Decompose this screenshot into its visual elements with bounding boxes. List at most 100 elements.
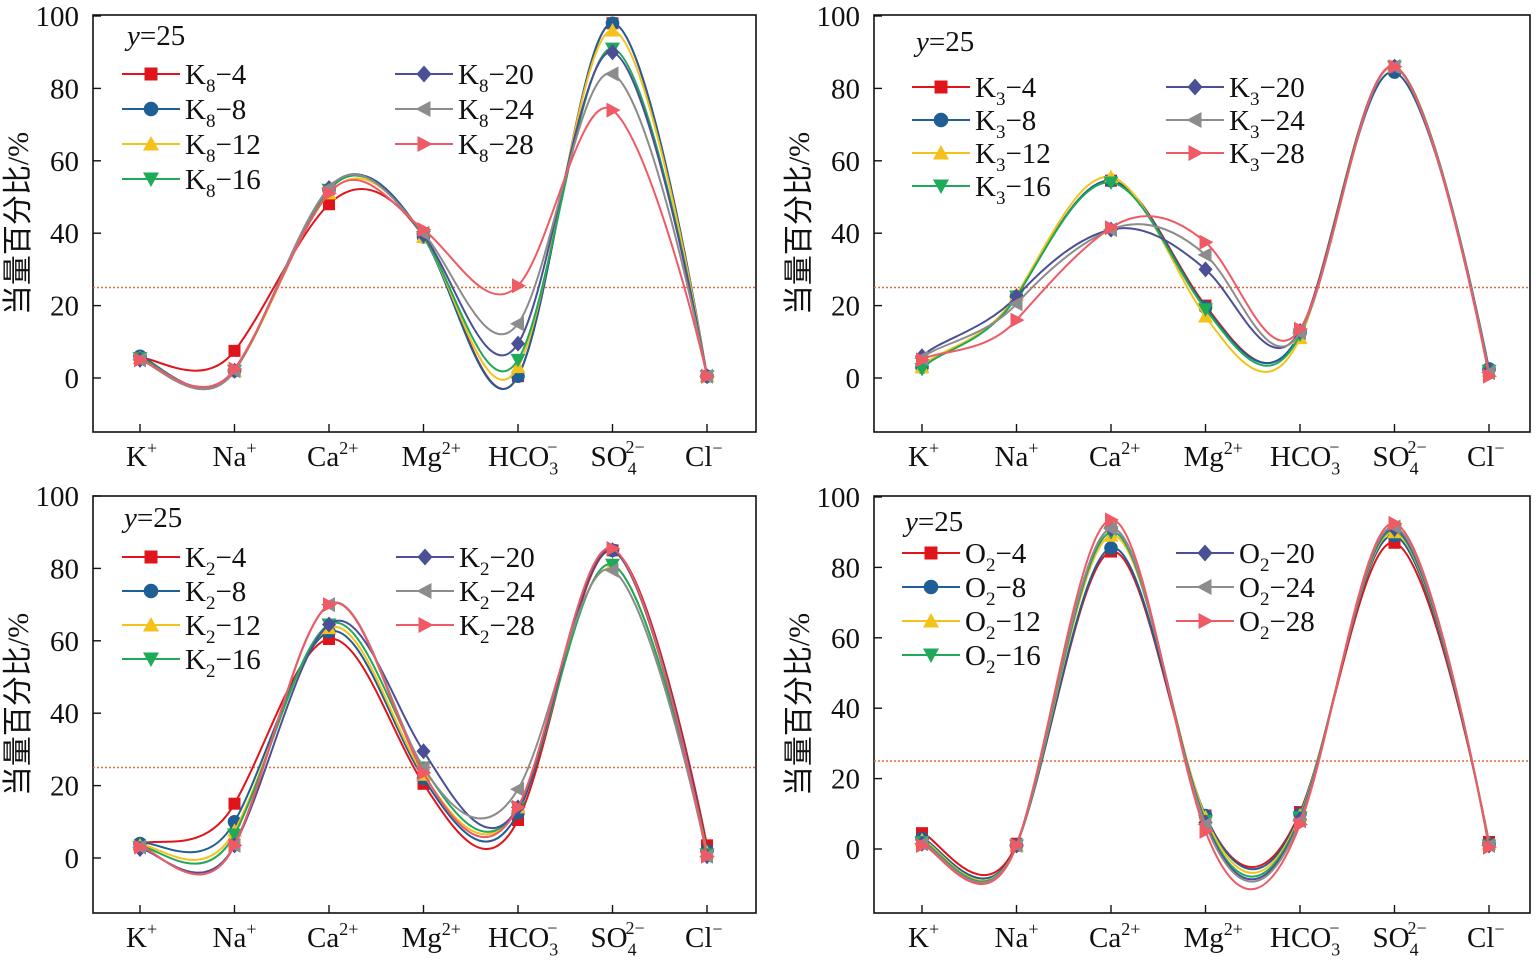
legend-marker <box>143 583 159 599</box>
legend-label-suffix: −12 <box>995 606 1040 638</box>
series-point <box>228 344 241 357</box>
x-tick-label-1-base: K <box>908 922 929 954</box>
y-axis-label: 当量百分比/% <box>2 613 35 796</box>
legend-label-suffix: −16 <box>995 640 1040 672</box>
legend-label-base: K <box>185 59 206 91</box>
series-point <box>323 597 337 613</box>
legend-marker <box>416 583 432 599</box>
x-tick-label-5: HCO3− <box>488 918 558 960</box>
x-tick-label-7-sup: − <box>1494 919 1504 939</box>
legend-label-sub: 3 <box>996 122 1006 143</box>
legend-label-sub: 8 <box>206 146 216 167</box>
y-tick-label: 40 <box>50 218 79 250</box>
series-line <box>139 547 708 876</box>
legend-marker <box>933 179 949 194</box>
legend-label: K3−12 <box>975 138 1051 176</box>
legend-label-suffix: −8 <box>995 572 1026 604</box>
series-point <box>417 222 432 238</box>
y-tick-label: 80 <box>50 553 79 585</box>
legend-label: O2−4 <box>965 538 1027 576</box>
series-point <box>510 781 524 797</box>
legend-marker <box>923 613 939 628</box>
annotation-var: y <box>902 506 918 538</box>
plot-frame <box>92 14 757 433</box>
series-point <box>1104 541 1118 555</box>
series-point <box>605 22 620 37</box>
plot-frame <box>873 495 1531 914</box>
x-tick-label-1-sup: + <box>929 438 939 458</box>
legend-label-sub: 2 <box>206 593 216 614</box>
series-point <box>510 316 524 332</box>
legend-label: K8−4 <box>185 59 247 97</box>
legend-label-base: K <box>459 576 480 608</box>
y-tick-label: 80 <box>831 73 860 105</box>
legend-label-suffix: −20 <box>488 59 533 91</box>
series-point <box>1199 823 1214 839</box>
legend-label-sub: 8 <box>479 76 489 97</box>
legend-label: K3−24 <box>1229 105 1305 143</box>
legend-label: K8−16 <box>185 164 261 202</box>
x-tick-label-2-sup: + <box>246 438 256 458</box>
y-tick-label: 0 <box>65 363 80 395</box>
legend-label-base: K <box>1229 105 1250 137</box>
series-point <box>1388 515 1403 531</box>
legend-label-base: K <box>1229 72 1250 104</box>
annotation-y-equals: y=25 <box>902 506 963 538</box>
legend-label: K8−8 <box>185 94 246 132</box>
series-point <box>322 616 336 633</box>
legend-label-sub: 2 <box>480 627 490 648</box>
legend-label: K2−4 <box>185 542 247 580</box>
x-tick-label-3-base: Ca <box>307 922 339 954</box>
series-point <box>512 799 526 815</box>
legend-label-sub: 3 <box>1250 89 1260 110</box>
x-tick-label-4-sup: 2+ <box>442 919 461 939</box>
x-tick-label-2: Na+ <box>995 919 1039 954</box>
x-tick-label-4: Mg2+ <box>402 919 461 954</box>
y-axis-label: 当量百分比/% <box>2 132 35 315</box>
x-tick-label-2: Na+ <box>213 438 257 473</box>
series-point <box>1199 234 1214 250</box>
x-tick-label-2-base: Na <box>995 441 1029 473</box>
x-tick-label-3: Ca2+ <box>1089 919 1140 954</box>
legend-label-sub: 3 <box>996 188 1006 209</box>
series-line <box>139 106 708 388</box>
x-tick-label-7: Cl− <box>685 438 723 473</box>
legend-marker <box>933 112 949 128</box>
y-axis-label: 当量百分比/% <box>783 613 816 796</box>
x-tick-label-1-base: K <box>126 922 147 954</box>
legend-label-sub: 2 <box>986 555 996 576</box>
y-tick-label: 0 <box>846 834 861 866</box>
series-point <box>604 66 619 82</box>
series-point <box>1294 321 1308 337</box>
legend-label-suffix: −16 <box>215 644 260 676</box>
series-point <box>1010 312 1025 328</box>
x-tick-label-6: SO42− <box>591 918 645 960</box>
x-tick-label-5-base: HCO <box>488 441 549 473</box>
y-tick-label: 60 <box>831 623 860 655</box>
y-tick-label: 100 <box>36 481 80 513</box>
x-tick-label-2: Na+ <box>213 919 257 954</box>
x-tick-label-4: Mg2+ <box>1184 919 1243 954</box>
series-point <box>1197 247 1212 263</box>
legend-marker <box>144 550 158 564</box>
legend-label-sub: 3 <box>1250 122 1260 143</box>
x-tick-label-1: K+ <box>908 919 939 954</box>
legend-marker <box>924 546 938 560</box>
legend-marker <box>143 101 159 117</box>
legend-label-sub: 2 <box>480 559 490 580</box>
legend-label-suffix: −20 <box>489 542 534 574</box>
x-tick-label-3: Ca2+ <box>307 438 358 473</box>
legend-label-suffix: −4 <box>215 542 246 574</box>
series-point <box>1198 261 1213 278</box>
x-tick-label-1: K+ <box>126 919 157 954</box>
y-tick-label: 40 <box>50 698 79 730</box>
legend-label: K3−28 <box>1229 138 1305 176</box>
legend-marker <box>418 617 434 633</box>
series-line <box>921 65 1490 377</box>
legend-label: K2−28 <box>459 610 535 648</box>
x-tick-label-5: HCO3− <box>1270 918 1340 960</box>
legend-label-base: K <box>975 171 996 203</box>
x-tick-label-5: HCO3− <box>1270 437 1340 479</box>
legend-label-suffix: −4 <box>1005 72 1036 104</box>
x-tick-label-4-base: Mg <box>402 441 442 473</box>
